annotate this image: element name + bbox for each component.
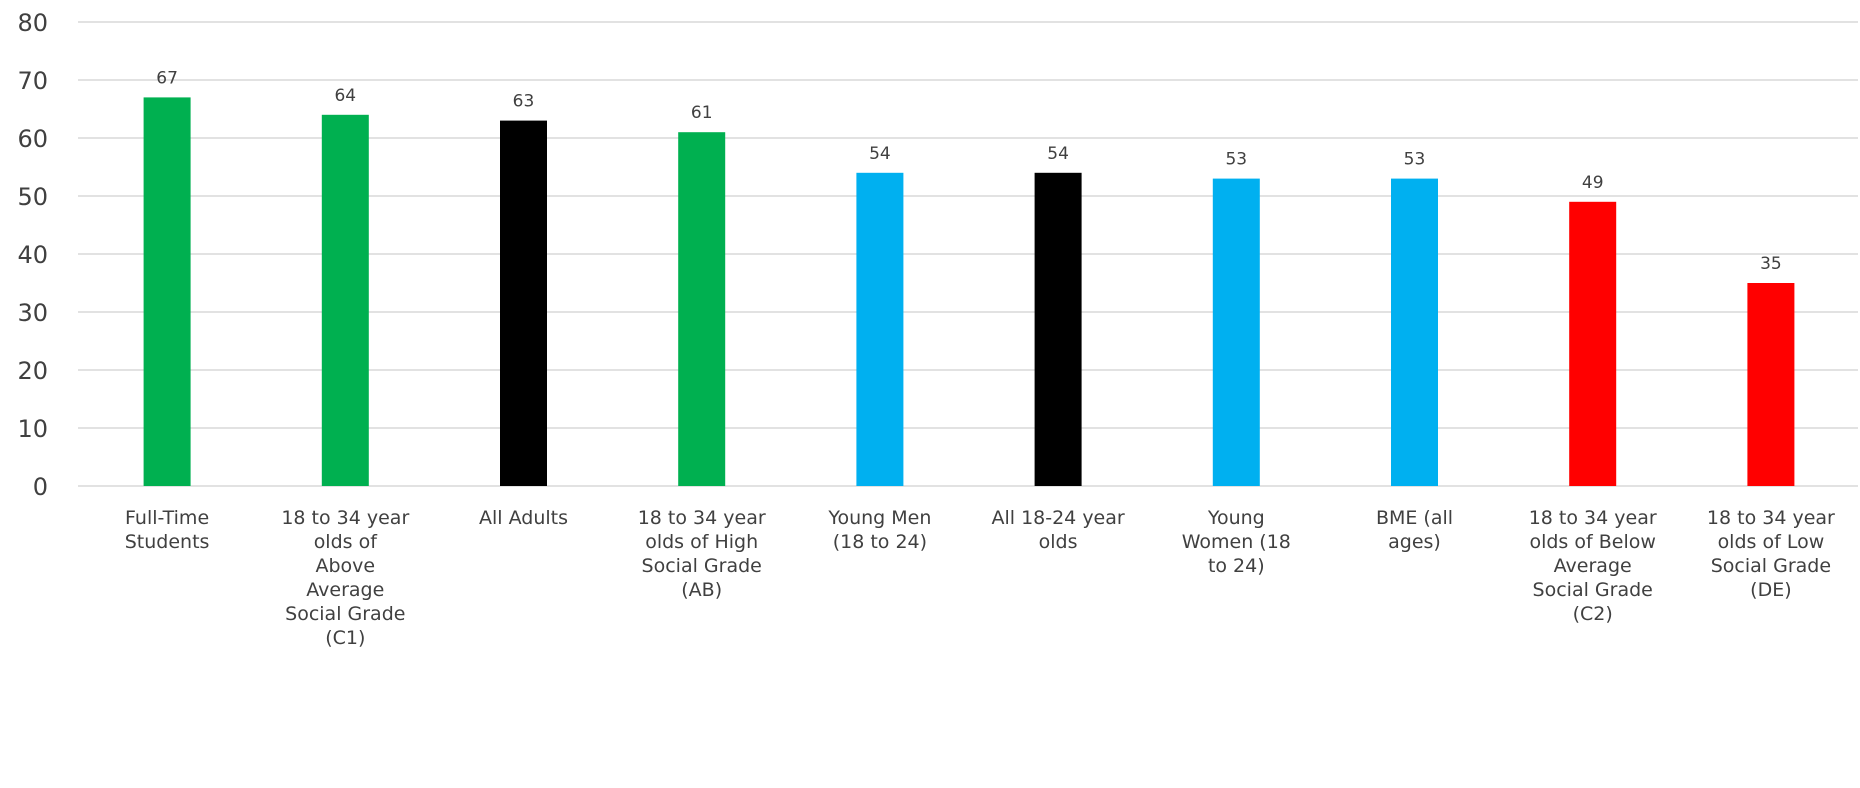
x-tick-label: (DE)	[1750, 579, 1791, 601]
data-label: 53	[1225, 150, 1247, 170]
data-labels: 67 64 63 61 54 54 53 53 49 35	[156, 68, 1781, 274]
bar	[500, 120, 547, 486]
x-tick-label: Young	[1207, 507, 1265, 529]
x-tick-label: Average	[1554, 555, 1632, 577]
x-tick-label: 18 to 34 year	[281, 507, 409, 529]
y-tick-label: 60	[17, 125, 48, 153]
x-tick-label: Social Grade	[285, 603, 405, 625]
x-tick-label: Average	[306, 579, 384, 601]
y-tick-label: 80	[17, 9, 48, 37]
data-label: 53	[1404, 150, 1426, 170]
x-tick-label: to 24)	[1208, 555, 1265, 577]
x-tick-label: Women (18	[1182, 531, 1291, 553]
x-tick-label: Social Grade	[642, 555, 762, 577]
y-tick-label: 70	[17, 67, 48, 95]
data-label: 54	[1047, 144, 1069, 164]
bar	[321, 114, 369, 487]
x-tick-label: (C1)	[325, 627, 365, 649]
x-tick-label: 18 to 34 year	[638, 507, 766, 529]
data-label: 64	[334, 86, 356, 106]
bar	[1569, 201, 1617, 487]
y-tick-label: 10	[17, 415, 48, 443]
bar	[678, 132, 726, 486]
x-tick-label: ages)	[1388, 531, 1441, 553]
x-tick-label: Social Grade	[1711, 555, 1831, 577]
data-label: 67	[156, 68, 178, 88]
data-label: 63	[513, 92, 535, 112]
bar	[856, 172, 904, 487]
x-tick-label: Young Men	[827, 507, 931, 529]
x-tick-label: olds of Below	[1529, 531, 1655, 553]
y-tick-label: 50	[17, 183, 48, 211]
x-tick-label: olds of High	[645, 531, 758, 553]
x-tick-label: All 18-24 year	[991, 507, 1124, 529]
y-tick-label: 30	[17, 299, 48, 327]
y-axis-ticks: 0 10 20 30 40 50 60 70 80	[17, 9, 48, 501]
data-label: 49	[1582, 173, 1604, 193]
bar	[143, 97, 191, 487]
bar	[1391, 178, 1438, 486]
bar	[1747, 283, 1795, 486]
x-tick-label: Social Grade	[1533, 579, 1653, 601]
y-tick-label: 0	[33, 473, 48, 501]
bar	[1212, 178, 1260, 486]
bar	[1034, 172, 1082, 487]
data-label: 35	[1760, 254, 1782, 274]
x-tick-label: All Adults	[479, 507, 568, 529]
x-tick-label: Full-Time	[125, 507, 209, 529]
x-tick-label: BME (all	[1376, 507, 1453, 529]
x-tick-label: olds of Low	[1718, 531, 1825, 553]
x-tick-label: (C2)	[1573, 603, 1613, 625]
data-label: 54	[869, 144, 891, 164]
gridlines	[78, 21, 1858, 487]
x-tick-label: Above	[315, 555, 375, 577]
x-tick-label: (18 to 24)	[833, 531, 927, 553]
x-tick-label: olds of	[314, 531, 379, 553]
data-label: 61	[691, 103, 713, 123]
y-tick-label: 20	[17, 357, 48, 385]
x-tick-label: olds	[1039, 531, 1078, 553]
x-tick-label: 18 to 34 year	[1529, 507, 1657, 529]
y-tick-label: 40	[17, 241, 48, 269]
x-tick-label: Students	[125, 531, 210, 553]
x-tick-label: (AB)	[681, 579, 722, 601]
bars	[143, 97, 1795, 487]
x-tick-label: 18 to 34 year	[1707, 507, 1835, 529]
